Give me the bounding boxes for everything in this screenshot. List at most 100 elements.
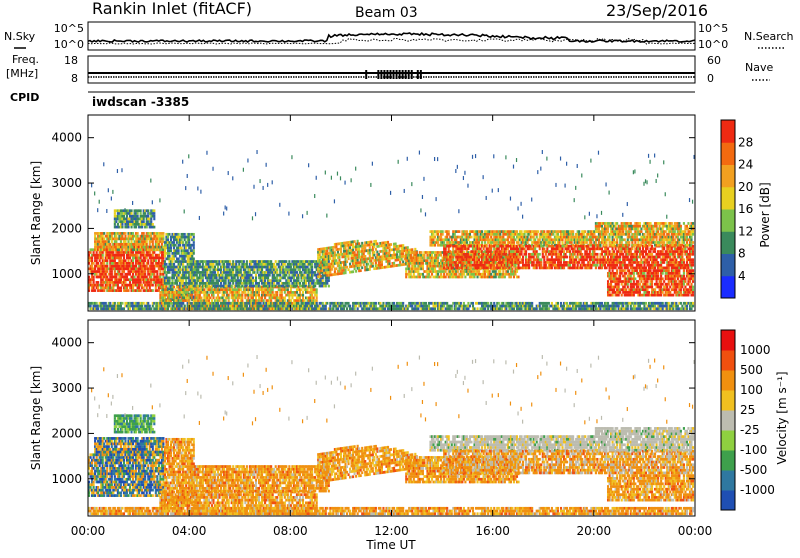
power-cell: [349, 305, 351, 308]
power-cell: [334, 199, 335, 203]
power-cell: [354, 267, 356, 270]
power-cell: [325, 285, 327, 288]
power-cell: [178, 257, 180, 260]
power-cell: [373, 254, 375, 257]
power-cell: [112, 287, 114, 290]
power-cell: [369, 268, 371, 271]
power-cell: [335, 246, 337, 249]
power-cell: [153, 212, 155, 215]
power-cell: [153, 215, 155, 218]
power-cell: [440, 273, 442, 276]
power-cell: [202, 279, 204, 282]
power-cell: [173, 263, 175, 266]
power-cell: [102, 254, 104, 257]
power-cell: [179, 266, 181, 269]
power-cell: [270, 299, 272, 302]
power-cell: [215, 277, 217, 280]
station-title: Rankin Inlet (fitACF): [92, 0, 252, 18]
power-cell: [193, 252, 195, 255]
power-cell: [143, 218, 145, 221]
power-cell: [234, 299, 236, 302]
cpid-label: CPID: [10, 91, 39, 104]
power-cell: [256, 271, 258, 274]
power-cell: [344, 181, 345, 185]
power-cell: [300, 279, 302, 282]
power-cell: [329, 305, 331, 308]
power-cell: [352, 270, 354, 273]
power-cell: [337, 307, 339, 310]
power-cell: [206, 291, 208, 294]
power-cell: [422, 273, 424, 276]
power-cell: [346, 266, 348, 269]
power-cell: [187, 249, 189, 252]
power-cell: [121, 273, 123, 276]
power-cell: [103, 289, 105, 292]
power-cell: [97, 208, 98, 212]
power-cell: [375, 262, 377, 265]
power-cell: [358, 242, 360, 245]
power-cell: [253, 268, 255, 271]
noise-search-label: N.Search: [744, 30, 794, 43]
power-cell: [455, 273, 457, 276]
power-cell: [115, 235, 117, 238]
power-cell: [240, 279, 242, 282]
power-cell: [375, 305, 377, 308]
power-cell: [223, 263, 225, 266]
power-cell: [147, 302, 149, 305]
power-cell: [419, 151, 420, 155]
power-cell: [314, 271, 316, 274]
power-cell: [168, 252, 170, 255]
power-cell: [326, 250, 328, 253]
power-cell: [407, 157, 408, 161]
power-cell: [182, 302, 184, 305]
power-cell: [416, 251, 418, 254]
cpid-value: iwdscan -3385: [92, 95, 189, 109]
power-cell: [190, 236, 192, 239]
power-cell: [264, 279, 266, 282]
power-cell: [167, 236, 169, 239]
power-cell: [152, 305, 154, 308]
power-cell: [402, 302, 404, 305]
power-cell: [153, 209, 155, 212]
power-cell: [199, 216, 200, 220]
power-cell: [144, 270, 146, 273]
power-cell: [322, 279, 324, 282]
power-cell: [357, 307, 359, 310]
power-cell: [440, 254, 442, 257]
power-cell: [288, 260, 290, 263]
power-cell: [167, 238, 169, 241]
power-cell: [112, 190, 113, 194]
power-cell: [354, 307, 356, 310]
power-cell: [393, 302, 395, 305]
power-cell: [255, 279, 257, 282]
power-cell: [184, 238, 186, 241]
power-cell: [124, 208, 125, 212]
noise-left-tick-top: 10^5: [54, 22, 84, 35]
power-cell: [225, 299, 227, 302]
power-cell: [276, 291, 278, 294]
power-cell: [344, 271, 346, 274]
power-cell: [281, 291, 283, 294]
power-cell: [452, 247, 454, 250]
power-cell: [252, 288, 254, 291]
power-cell: [264, 296, 266, 299]
power-cell: [469, 305, 471, 308]
power-cell: [164, 249, 166, 252]
power-cell: [238, 263, 240, 266]
power-cell: [382, 302, 384, 305]
power-cell: [103, 262, 105, 265]
power-cell: [360, 305, 362, 308]
power-cell: [206, 151, 207, 155]
power-cell: [127, 240, 129, 243]
power-cell: [197, 186, 198, 190]
power-cell: [358, 253, 360, 256]
power-cell: [332, 249, 334, 252]
power-cell: [297, 279, 299, 282]
power-cell: [162, 235, 164, 238]
power-cell: [120, 278, 122, 281]
power-cell: [144, 273, 146, 276]
power-cell: [278, 263, 280, 266]
power-cell: [141, 284, 143, 287]
power-cell: [443, 305, 445, 308]
power-cell: [211, 299, 213, 302]
